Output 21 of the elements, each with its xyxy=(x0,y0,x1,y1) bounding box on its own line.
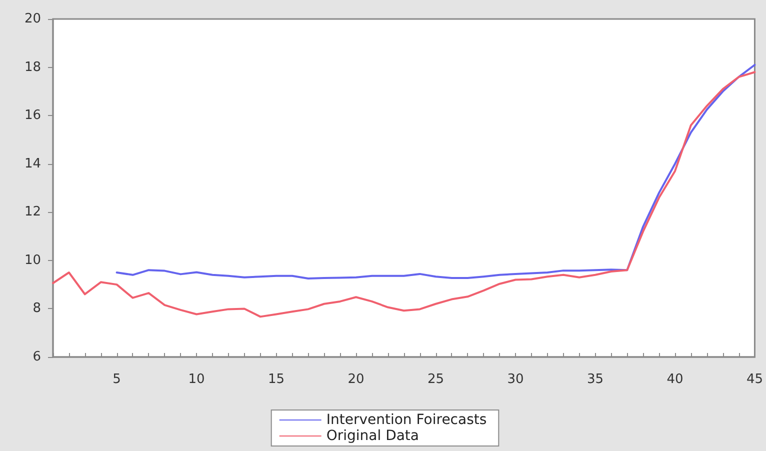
y-tick-label: 6 xyxy=(32,350,41,364)
x-tick-label: 20 xyxy=(348,372,364,387)
y-tick-label: 20 xyxy=(24,12,41,26)
line-series xyxy=(52,71,756,318)
y-tick-label: 14 xyxy=(24,156,41,172)
x-tick-label: 35 xyxy=(586,372,604,387)
x-tick-label: 30 xyxy=(507,372,524,387)
legend-label: Original Data xyxy=(326,428,420,444)
y-tick-label: 18 xyxy=(24,60,41,75)
x-tick-label: 25 xyxy=(427,372,444,387)
legend-label: Intervention Foirecasts xyxy=(326,412,487,428)
x-tick-label: 15 xyxy=(268,372,285,387)
y-tick-label: 12 xyxy=(24,204,41,220)
line-series xyxy=(116,64,756,280)
x-tick-label: 45 xyxy=(746,372,763,387)
x-tick-label: 40 xyxy=(666,372,684,387)
y-tick-label: 10 xyxy=(24,252,41,268)
y-tick-label: 16 xyxy=(24,108,41,124)
x-tick-label: 5 xyxy=(112,372,121,387)
x-tick-label: 10 xyxy=(188,372,205,387)
y-tick-label: 8 xyxy=(32,301,41,316)
